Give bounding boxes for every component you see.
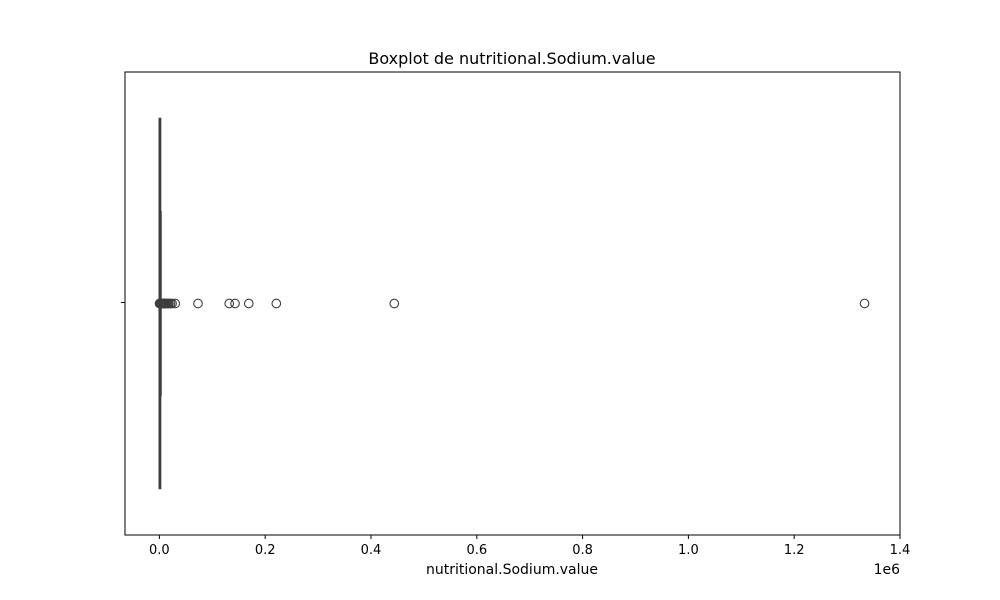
chart-title: Boxplot de nutritional.Sodium.value bbox=[368, 49, 655, 68]
x-tick-label: 1.0 bbox=[678, 543, 699, 558]
x-tick-label: 0.0 bbox=[149, 543, 170, 558]
outlier-point bbox=[224, 298, 235, 309]
plot-area-frame bbox=[124, 71, 901, 536]
outlier-markers bbox=[154, 298, 870, 309]
x-tick-label: 0.8 bbox=[572, 543, 593, 558]
outlier-point bbox=[167, 298, 177, 309]
x-axis-ticks: 0.0 0.2 0.4 0.6 0.8 1.0 1.2 1.4 bbox=[149, 535, 910, 558]
x-axis-label: nutritional.Sodium.value bbox=[426, 562, 598, 578]
x-tick-label: 0.6 bbox=[466, 543, 487, 558]
x-tick-label: 1.4 bbox=[890, 543, 911, 558]
outlier-point bbox=[230, 298, 240, 309]
outlier-point bbox=[271, 298, 282, 309]
x-tick-label: 0.2 bbox=[255, 543, 276, 558]
x-tick-label: 1.2 bbox=[784, 543, 805, 558]
x-tick-label: 0.4 bbox=[361, 543, 382, 558]
x-axis-offset-label: 1e6 bbox=[874, 562, 901, 578]
outlier-point bbox=[170, 298, 181, 309]
outlier-point bbox=[243, 298, 254, 309]
outlier-point bbox=[389, 298, 400, 309]
outlier-point bbox=[859, 298, 870, 309]
outlier-point bbox=[193, 298, 203, 309]
